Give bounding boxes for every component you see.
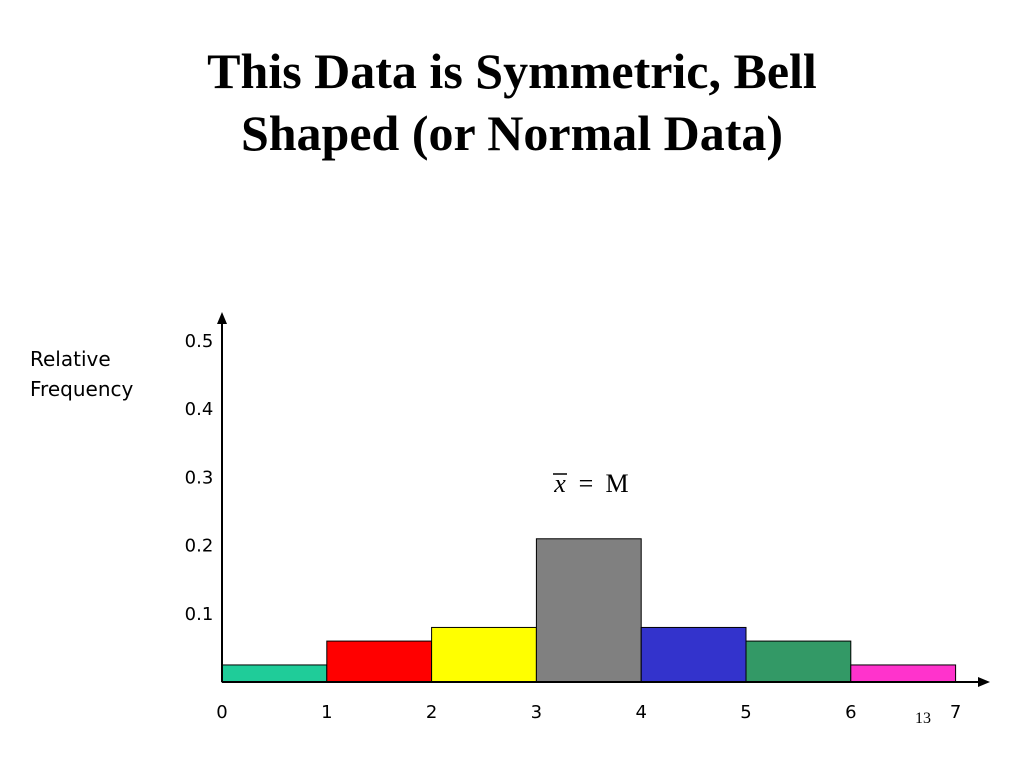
x-tick-label-4: 4 bbox=[635, 702, 646, 723]
y-tick-label-0.5: 0.5 bbox=[185, 331, 214, 352]
bar-3 bbox=[535, 538, 642, 683]
x-tick-label-6: 6 bbox=[845, 702, 856, 723]
slide-title: This Data is Symmetric, Bell Shaped (or … bbox=[0, 40, 1024, 164]
x-tick-label-7: 7 bbox=[950, 702, 961, 723]
bar-2 bbox=[431, 626, 537, 683]
median-symbol: M bbox=[605, 469, 628, 498]
bar-5 bbox=[745, 640, 852, 683]
x-tick-label-0: 0 bbox=[216, 702, 227, 723]
x-tick-labels: 0 1 2 3 4 5 6 7 bbox=[216, 702, 961, 723]
x-axis-arrow-icon bbox=[978, 677, 990, 687]
y-tick-label-0.4: 0.4 bbox=[185, 399, 214, 420]
title-line-2: Shaped (or Normal Data) bbox=[240, 105, 784, 161]
axes-group bbox=[217, 312, 990, 687]
bar-group bbox=[221, 538, 957, 683]
y-tick-label-0.1: 0.1 bbox=[185, 604, 214, 625]
y-tick-label-0.2: 0.2 bbox=[185, 536, 214, 557]
bar-0 bbox=[221, 664, 328, 683]
bar-6 bbox=[850, 664, 957, 683]
x-tick-label-5: 5 bbox=[740, 702, 751, 723]
y-axis-label: Relative Frequency bbox=[30, 344, 133, 404]
bar-1 bbox=[326, 640, 433, 683]
x-tick-label-1: 1 bbox=[321, 702, 332, 723]
y-tick-labels: 0.5 0.4 0.3 0.2 0.1 bbox=[185, 331, 214, 625]
x-tick-label-3: 3 bbox=[531, 702, 542, 723]
mean-equals-median-annotation: x = M bbox=[553, 469, 629, 498]
y-axis-label-line-1: Relative bbox=[30, 347, 111, 371]
y-axis-label-line-2: Frequency bbox=[30, 377, 134, 401]
y-axis-arrow-icon bbox=[217, 312, 227, 324]
bar-4 bbox=[640, 626, 747, 683]
x-bar-symbol: x bbox=[553, 469, 566, 498]
title-line-1: This Data is Symmetric, Bell bbox=[207, 43, 817, 99]
slide-number: 13 bbox=[915, 710, 931, 727]
x-tick-label-2: 2 bbox=[426, 702, 437, 723]
y-tick-label-0.3: 0.3 bbox=[185, 467, 214, 488]
equals-sign: = bbox=[579, 469, 594, 498]
